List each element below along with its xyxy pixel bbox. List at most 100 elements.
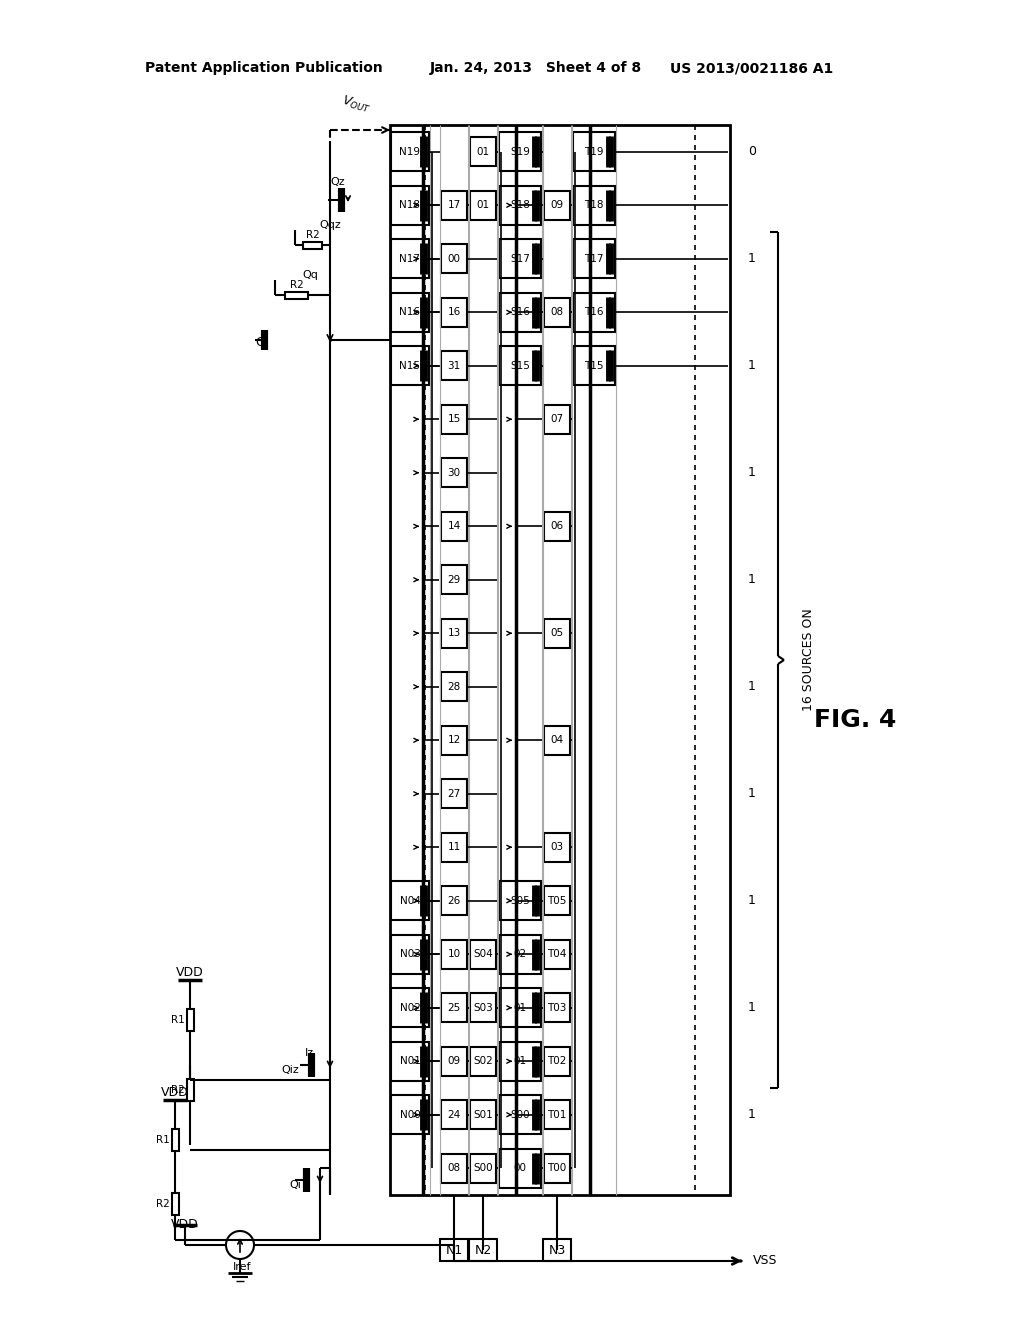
Bar: [499, 346, 541, 385]
Text: T16: T16: [585, 308, 604, 317]
Text: N17: N17: [399, 253, 421, 264]
Bar: [470, 137, 496, 166]
Text: VDD: VDD: [176, 965, 204, 978]
Bar: [544, 1047, 570, 1076]
Text: R2: R2: [156, 1199, 170, 1209]
Bar: [573, 186, 615, 224]
Bar: [391, 935, 429, 974]
Bar: [186, 1008, 194, 1031]
Bar: [391, 1041, 429, 1081]
Bar: [441, 886, 467, 916]
Text: FIG. 4: FIG. 4: [814, 708, 896, 733]
Text: Iz: Iz: [305, 1048, 314, 1059]
Text: R1: R1: [156, 1135, 170, 1144]
Text: T00: T00: [548, 1163, 566, 1173]
Text: N02: N02: [399, 1003, 421, 1012]
Text: 28: 28: [447, 681, 461, 692]
Text: T15: T15: [585, 360, 604, 371]
Bar: [441, 1154, 467, 1183]
Bar: [499, 935, 541, 974]
Text: 01: 01: [513, 1003, 526, 1012]
Text: 27: 27: [447, 789, 461, 799]
Text: 11: 11: [447, 842, 461, 853]
Bar: [441, 779, 467, 808]
Bar: [441, 404, 467, 434]
Text: S15: S15: [510, 360, 530, 371]
Text: 17: 17: [447, 201, 461, 210]
Bar: [470, 940, 496, 969]
Text: T17: T17: [585, 253, 604, 264]
Bar: [573, 239, 615, 279]
Text: 1: 1: [749, 252, 756, 265]
Text: S05: S05: [510, 896, 529, 906]
Text: 14: 14: [447, 521, 461, 531]
Bar: [544, 190, 570, 220]
Bar: [573, 346, 615, 385]
Text: 01: 01: [476, 147, 489, 157]
Bar: [171, 1193, 178, 1214]
Bar: [499, 293, 541, 331]
Text: 24: 24: [447, 1110, 461, 1119]
Text: Qqz: Qqz: [319, 220, 341, 230]
Text: 13: 13: [447, 628, 461, 639]
Text: T01: T01: [547, 1110, 566, 1119]
Bar: [391, 346, 429, 385]
Text: 31: 31: [447, 360, 461, 371]
Bar: [573, 293, 615, 331]
Text: N1: N1: [445, 1243, 463, 1257]
Text: T19: T19: [585, 147, 604, 157]
Bar: [544, 993, 570, 1023]
Text: 1: 1: [749, 1002, 756, 1014]
Text: Qiz: Qiz: [282, 1065, 299, 1074]
Text: N15: N15: [399, 360, 421, 371]
Text: 12: 12: [447, 735, 461, 746]
Bar: [441, 190, 467, 220]
Bar: [441, 1047, 467, 1076]
Bar: [544, 512, 570, 541]
Text: Patent Application Publication: Patent Application Publication: [145, 61, 383, 75]
Bar: [499, 882, 541, 920]
Text: N01: N01: [399, 1056, 421, 1067]
Text: N18: N18: [399, 201, 421, 210]
Bar: [391, 882, 429, 920]
Bar: [186, 1078, 194, 1101]
Text: N04: N04: [399, 896, 421, 906]
Bar: [470, 1154, 496, 1183]
Text: Iref: Iref: [232, 1262, 251, 1272]
Text: 01: 01: [476, 201, 489, 210]
Bar: [441, 993, 467, 1023]
Text: US 2013/0021186 A1: US 2013/0021186 A1: [670, 61, 834, 75]
Bar: [391, 239, 429, 279]
Text: 1: 1: [749, 359, 756, 372]
Text: 02: 02: [513, 949, 526, 960]
Bar: [391, 1096, 429, 1134]
Text: S19: S19: [510, 147, 530, 157]
Text: VDD: VDD: [161, 1085, 188, 1098]
Bar: [441, 619, 467, 648]
Text: S17: S17: [510, 253, 530, 264]
Text: S16: S16: [510, 308, 530, 317]
Bar: [544, 833, 570, 862]
Bar: [573, 132, 615, 172]
Bar: [391, 132, 429, 172]
Text: S18: S18: [510, 201, 530, 210]
Text: 16 SOURCES ON: 16 SOURCES ON: [802, 609, 814, 711]
Text: 00: 00: [447, 253, 461, 264]
Text: 1: 1: [749, 1109, 756, 1121]
Text: R2: R2: [290, 280, 303, 290]
Text: S00: S00: [473, 1163, 493, 1173]
Text: 25: 25: [447, 1003, 461, 1012]
Text: N2: N2: [474, 1243, 492, 1257]
Text: R1: R1: [171, 1015, 185, 1026]
Bar: [441, 351, 467, 380]
Text: S01: S01: [473, 1110, 493, 1119]
Bar: [441, 512, 467, 541]
Bar: [441, 726, 467, 755]
Bar: [499, 989, 541, 1027]
Text: R2: R2: [171, 1085, 185, 1096]
Bar: [544, 726, 570, 755]
Text: 16: 16: [447, 308, 461, 317]
Bar: [544, 404, 570, 434]
Text: 04: 04: [551, 735, 563, 746]
Bar: [441, 458, 467, 487]
